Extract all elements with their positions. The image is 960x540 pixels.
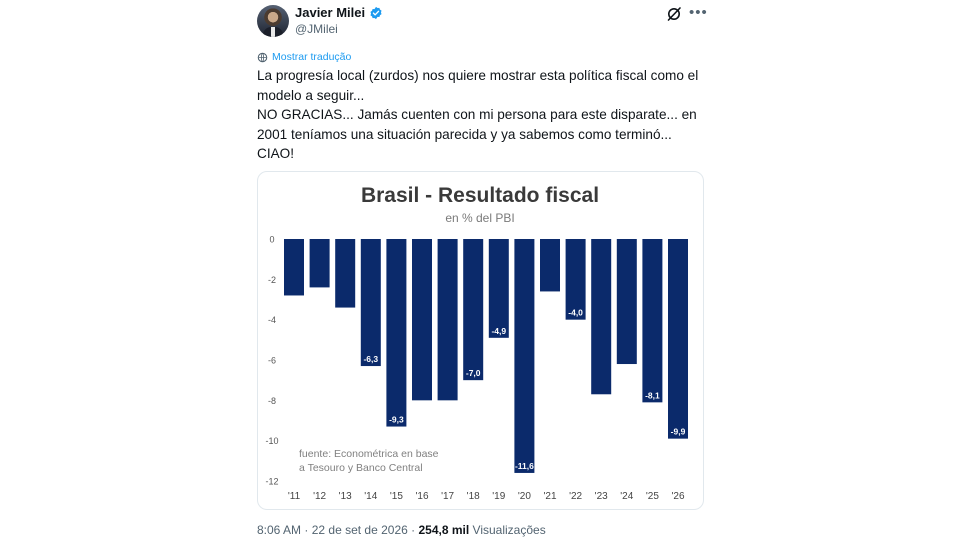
- tweet-time[interactable]: 8:06 AM: [257, 523, 302, 537]
- meta-separator: ·: [411, 523, 416, 537]
- x-tick-label: '12: [313, 491, 326, 502]
- chart-subtitle: en % del PBI: [445, 211, 514, 225]
- bar: [412, 239, 432, 401]
- bar: [616, 239, 637, 365]
- bar-chart: Brasil - Resultado fiscal en % del PBI 0…: [265, 184, 688, 502]
- x-tick-label: '15: [390, 491, 403, 502]
- bar: [437, 239, 458, 401]
- x-tick-label: '16: [415, 491, 428, 502]
- tweet-line: CIAO!: [257, 146, 295, 161]
- data-label: -4,0: [568, 308, 583, 318]
- tweet-meta: 8:06 AM · 22 de set de 2026 · 254,8 mil …: [257, 523, 546, 537]
- bar: [642, 239, 663, 403]
- x-tick-label: '14: [364, 491, 377, 502]
- data-label: -11,6: [515, 461, 534, 471]
- x-tick-label: '26: [671, 491, 684, 502]
- avatar-shirt: [271, 27, 275, 37]
- data-label: -8,1: [645, 390, 660, 400]
- y-tick-label: -10: [265, 436, 278, 446]
- author-handle[interactable]: @JMilei: [295, 22, 338, 36]
- views-label: Visualizações: [472, 523, 546, 537]
- data-label: -9,9: [671, 427, 686, 437]
- bar: [565, 239, 586, 320]
- data-label: -7,0: [466, 368, 481, 378]
- tweet-date[interactable]: 22 de set de 2026: [311, 523, 408, 537]
- author-name[interactable]: Javier Milei: [295, 5, 366, 20]
- bar: [488, 239, 509, 338]
- tweet: Javier Milei @JMilei ••• Mostrar traduçã…: [248, 0, 712, 540]
- translate-icon: [257, 52, 268, 62]
- tweet-line: 2001 teníamos una situación parecida y y…: [257, 126, 672, 142]
- translate-link[interactable]: Mostrar tradução: [257, 51, 351, 63]
- avatar[interactable]: [257, 5, 289, 37]
- data-label: -4,9: [491, 326, 506, 336]
- y-tick-label: -8: [268, 396, 276, 406]
- x-tick-label: '11: [288, 491, 301, 502]
- x-tick-label: '19: [492, 491, 505, 502]
- bar: [514, 239, 535, 473]
- tweet-line: modelo a seguir...: [257, 87, 365, 103]
- x-tick-label: '21: [543, 491, 556, 502]
- meta-separator: ·: [304, 523, 309, 537]
- x-tick-label: '17: [441, 491, 454, 502]
- x-tick-label: '22: [569, 491, 582, 502]
- bar: [591, 239, 612, 395]
- source-note-line-2: a Tesouro y Banco Central: [299, 462, 423, 474]
- y-tick-label: -4: [268, 315, 276, 325]
- data-label: -6,3: [363, 354, 378, 364]
- chart-image-card[interactable]: Brasil - Resultado fiscal en % del PBI 0…: [257, 171, 704, 510]
- verified-badge-icon: [370, 6, 382, 19]
- bar: [540, 239, 560, 292]
- x-tick-label: '20: [518, 491, 531, 502]
- x-tick-label: '23: [595, 491, 608, 502]
- bar: [463, 239, 484, 381]
- x-tick-label: '24: [620, 491, 633, 502]
- source-note-line-1: fuente: Econométrica en base: [299, 448, 439, 460]
- more-options-icon[interactable]: •••: [689, 4, 708, 21]
- bar: [309, 239, 330, 288]
- grok-icon[interactable]: [666, 6, 682, 22]
- tweet-text: La progresía local (zurdos) nos quiere m…: [257, 66, 712, 164]
- y-tick-label: -2: [268, 275, 276, 285]
- y-tick-label: -6: [268, 356, 276, 366]
- chart-title: Brasil - Resultado fiscal: [361, 184, 599, 207]
- y-tick-label: 0: [269, 235, 274, 245]
- author-row: Javier Milei: [295, 5, 383, 20]
- bar: [386, 239, 407, 427]
- data-label: -9,3: [389, 415, 404, 425]
- bar: [360, 239, 381, 367]
- x-tick-label: '18: [467, 491, 480, 502]
- view-count: 254,8 mil: [418, 523, 470, 537]
- bar: [668, 239, 688, 439]
- bar: [284, 239, 304, 296]
- x-tick-label: '13: [339, 491, 352, 502]
- tweet-line: La progresía local (zurdos) nos quiere m…: [257, 68, 699, 83]
- translate-label: Mostrar tradução: [272, 51, 352, 63]
- tweet-line: NO GRACIAS... Jamás cuenten con mi perso…: [257, 107, 697, 122]
- bar: [335, 239, 356, 308]
- y-tick-label: -12: [265, 477, 278, 487]
- x-tick-label: '25: [646, 491, 659, 502]
